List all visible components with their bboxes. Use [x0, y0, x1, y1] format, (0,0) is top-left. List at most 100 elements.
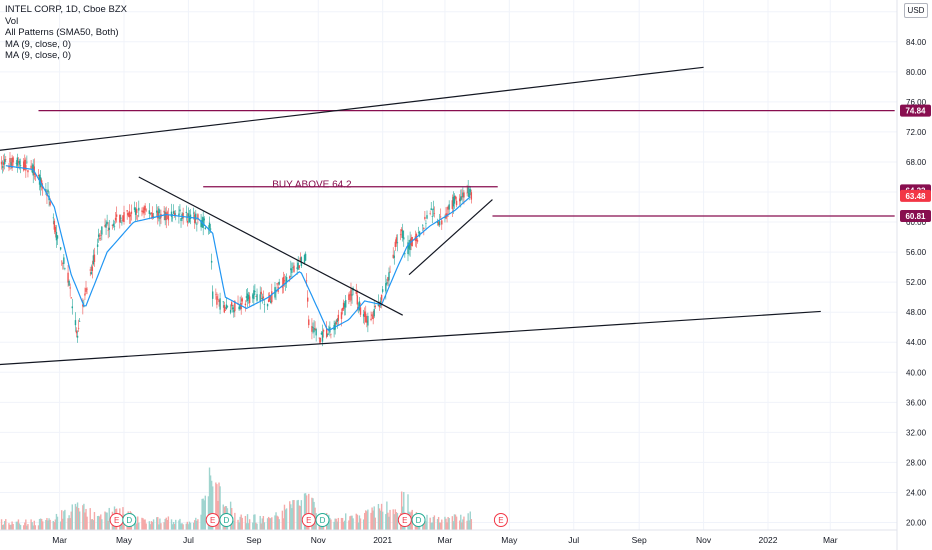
volume-bar	[451, 516, 454, 530]
volume-bar	[364, 512, 366, 530]
candle-body	[10, 162, 12, 166]
volume-bar	[381, 511, 384, 530]
volume-bar	[462, 519, 464, 530]
event-marker[interactable]	[493, 513, 508, 527]
volume-bar	[55, 513, 58, 530]
volume-bar	[355, 513, 357, 530]
volume-bar	[40, 518, 43, 530]
volume-bar	[107, 520, 109, 530]
candle-body	[30, 165, 32, 169]
volume-bar	[296, 500, 298, 530]
time-tick-label: May	[116, 535, 133, 545]
drawings[interactable]: BUY ABOVE 64.2	[0, 66, 895, 366]
candle-body	[430, 208, 432, 210]
volume-bar	[195, 517, 197, 530]
moving-average	[5, 165, 471, 332]
volume-bar	[144, 519, 146, 530]
volume-bar	[8, 523, 10, 530]
candle-body	[351, 294, 353, 296]
candle-body	[223, 305, 226, 313]
ma-indicator-label-2[interactable]: MA (9, close, 0)	[5, 50, 71, 61]
candle-body	[313, 327, 315, 333]
candle-body	[85, 288, 87, 292]
volume-bar	[237, 519, 239, 530]
candle-body	[255, 295, 257, 297]
event-marker[interactable]	[315, 513, 330, 527]
candle-body	[312, 326, 314, 328]
candle-body	[24, 159, 26, 170]
candle-body	[182, 212, 184, 219]
volume-bar	[89, 508, 91, 530]
candle-body	[67, 272, 69, 283]
candle-body	[453, 195, 456, 204]
event-marker[interactable]	[205, 513, 220, 527]
volume-bar	[241, 517, 243, 530]
event-marker[interactable]	[219, 513, 234, 527]
event-marker[interactable]	[122, 513, 137, 527]
candle-body	[121, 222, 123, 224]
candle-body	[244, 303, 247, 306]
symbol-title[interactable]: INTEL CORP, 1D, Cboe BZX	[5, 4, 127, 15]
candle-body	[188, 216, 191, 223]
volume-indicator-label[interactable]: Vol	[5, 15, 19, 27]
volume-bar	[186, 521, 189, 530]
price-axis[interactable]: 20.00 24.00 28.00 32.00 36.00 40.00 44.00 48.00…	[896, 0, 931, 550]
volume-bar	[83, 503, 85, 530]
currency-button[interactable]: USD	[904, 3, 928, 18]
candle-body	[180, 218, 182, 221]
candle-body	[145, 209, 147, 211]
candle-body	[172, 211, 175, 214]
candle-body	[436, 221, 439, 223]
candle-body	[167, 215, 170, 221]
volume-bar	[256, 523, 258, 530]
candle-body	[192, 212, 195, 214]
patterns-indicator-label[interactable]: All Patterns (SMA50, Both)	[5, 27, 119, 38]
candle-body	[16, 157, 19, 166]
volume-bar	[292, 500, 294, 530]
volume-bar	[433, 515, 436, 530]
volume-bar	[448, 518, 450, 530]
volume-bar	[438, 522, 441, 530]
event-marker[interactable]	[301, 513, 316, 527]
volume-bar	[259, 515, 261, 530]
volume-bar	[45, 520, 47, 530]
volume-bar	[371, 507, 373, 530]
candle-body	[451, 200, 454, 209]
event-marker-label: E	[306, 516, 311, 525]
candle-body	[47, 189, 49, 193]
volume-bar	[64, 509, 66, 530]
volume-bar	[78, 511, 81, 530]
volume-bar	[373, 506, 375, 530]
volume-bar	[299, 505, 302, 530]
candle-body	[173, 213, 176, 216]
candle-body	[141, 210, 143, 212]
candle-body	[402, 230, 404, 239]
volume-bar	[96, 516, 99, 530]
volume-bar	[336, 521, 338, 530]
time-axis[interactable]: Mar May Jul Sep Nov 2021 Mar May Jul Sep Nov 2022 Ma…	[0, 529, 897, 545]
candle-body	[83, 306, 85, 307]
event-marker[interactable]	[397, 513, 412, 527]
candle-body	[431, 216, 433, 217]
volume-bar	[11, 521, 13, 530]
candle-body	[91, 266, 94, 271]
candle-body	[388, 272, 390, 281]
candle-body	[345, 300, 347, 308]
volume-bar	[187, 524, 190, 530]
volume-bar	[156, 517, 158, 530]
event-marker[interactable]	[411, 513, 426, 527]
volume-bar	[200, 514, 202, 530]
ma-indicator-label-1[interactable]: MA (9, close, 0)	[5, 38, 71, 50]
candle-body	[408, 244, 410, 249]
candle-body	[195, 213, 197, 220]
candle-body	[385, 283, 387, 292]
candle-body	[292, 267, 294, 268]
volume-bar	[192, 522, 195, 530]
candle-body	[296, 267, 298, 270]
volume-bar	[291, 508, 293, 530]
volume-bar	[2, 524, 5, 530]
candle-body	[148, 210, 151, 214]
candle-body	[417, 232, 420, 233]
